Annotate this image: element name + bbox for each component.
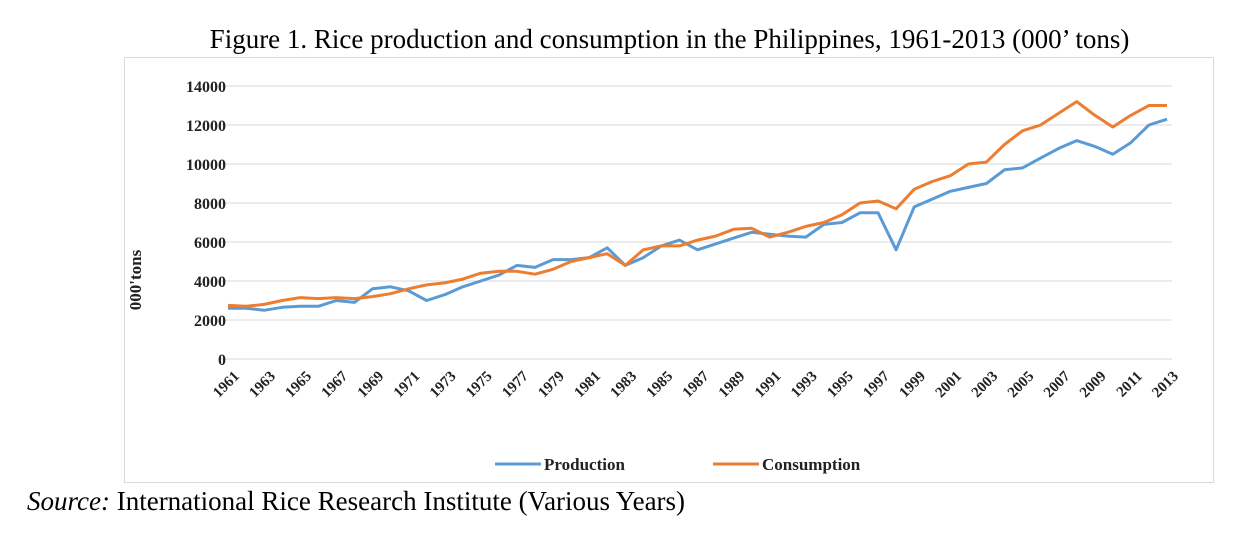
- x-tick-label: 2003: [969, 369, 1002, 402]
- x-tick-label: 1987: [680, 368, 713, 401]
- x-tick-label: 1983: [608, 369, 641, 402]
- y-tick-label: 4000: [194, 274, 226, 291]
- legend-label-consumption: Consumption: [762, 455, 861, 474]
- x-tick-label: 1965: [283, 369, 316, 402]
- legend: Production Consumption: [495, 455, 861, 474]
- x-tick-label: 1997: [860, 368, 893, 401]
- x-tick-label: 2011: [1114, 369, 1146, 401]
- chart-container: 0 2000 4000 6000 8000 10000 12000 14000 1961 196…: [124, 57, 1214, 483]
- y-tick-label: 8000: [194, 196, 226, 213]
- x-tick-label: 2007: [1041, 368, 1074, 401]
- figure-title: Figure 1. Rice production and consumptio…: [209, 24, 1130, 54]
- source-text: International Rice Research Institute (V…: [109, 486, 686, 516]
- x-tick-label: 2013: [1149, 369, 1182, 402]
- x-tick-label: 1969: [355, 369, 388, 402]
- x-tick-label: 2005: [1005, 369, 1038, 402]
- x-tick-label: 1999: [896, 369, 929, 402]
- x-tick-label: 2009: [1077, 369, 1110, 402]
- source-label: Source:: [27, 486, 110, 516]
- x-tick-label: 2001: [933, 369, 966, 402]
- series-lines: [227, 100, 1168, 312]
- y-axis-ticks: 0 2000 4000 6000 8000 10000 12000 14000: [186, 79, 226, 369]
- x-tick-label: 1963: [246, 369, 279, 402]
- x-tick-label: 1981: [571, 369, 604, 402]
- x-tick-label: 1993: [788, 369, 821, 402]
- x-tick-label: 1971: [391, 369, 424, 402]
- x-tick-label: 1973: [427, 369, 460, 402]
- x-tick-label: 1989: [716, 369, 749, 402]
- y-tick-label: 2000: [194, 313, 226, 330]
- x-tick-label: 1985: [644, 369, 677, 402]
- series-line-production: [228, 117, 1168, 312]
- x-tick-label: 1991: [752, 369, 785, 402]
- x-tick-label: 1975: [463, 369, 496, 402]
- x-tick-label: 1961: [210, 369, 243, 402]
- legend-label-production: Production: [544, 455, 625, 474]
- y-tick-label: 14000: [186, 79, 226, 96]
- y-tick-label: 0: [218, 352, 226, 369]
- x-tick-label: 1995: [824, 369, 857, 402]
- x-tick-label: 1967: [319, 368, 352, 401]
- y-tick-label: 10000: [186, 157, 226, 174]
- gridlines: [220, 85, 1172, 360]
- y-tick-label: 12000: [186, 118, 226, 135]
- y-tick-label: 6000: [194, 235, 226, 252]
- series-line-consumption: [227, 100, 1167, 308]
- x-tick-label: 1977: [499, 368, 532, 401]
- x-tick-label: 1979: [535, 369, 568, 402]
- source-note: Source: International Rice Research Inst…: [27, 486, 685, 517]
- x-axis-ticks: 1961 1963 1965 1967 1969 1971 1973 1975 1977 1979…: [210, 368, 1182, 401]
- y-axis-label: 000'tons: [126, 249, 145, 310]
